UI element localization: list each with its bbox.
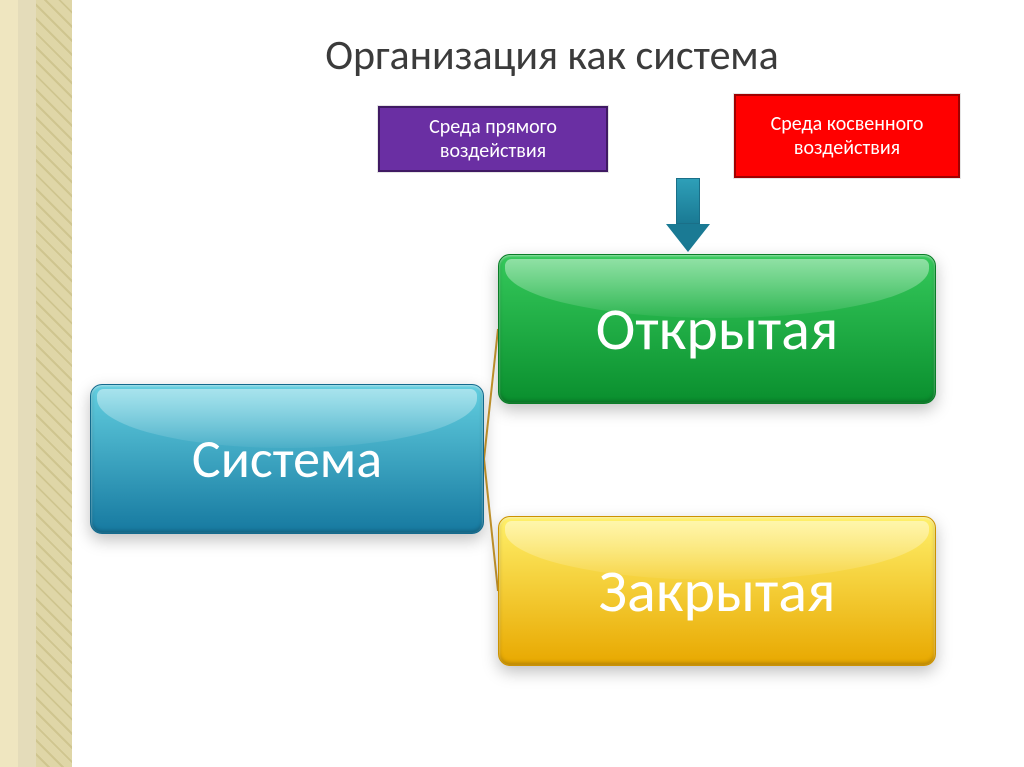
direct-env-label: Среда прямого воздействия bbox=[378, 106, 608, 172]
node-closed-label: Закрытая bbox=[599, 555, 836, 628]
node-system-label: Система bbox=[192, 426, 382, 492]
node-open: Открытая bbox=[498, 254, 936, 404]
arrow-down-icon bbox=[666, 178, 710, 252]
direct-env-text: Среда прямого воздействия bbox=[388, 115, 598, 163]
node-system: Система bbox=[90, 384, 484, 534]
arrow-shaft bbox=[676, 178, 700, 224]
stripe-3 bbox=[36, 0, 72, 767]
node-closed: Закрытая bbox=[498, 516, 936, 666]
page-title: Организация как система bbox=[120, 30, 984, 81]
stripe-2 bbox=[18, 0, 36, 767]
decorative-side-band bbox=[0, 0, 72, 767]
arrow-head bbox=[666, 224, 710, 252]
indirect-env-label: Среда косвенного воздействия bbox=[734, 94, 960, 178]
node-open-label: Открытая bbox=[596, 293, 839, 366]
stripe-1 bbox=[0, 0, 18, 767]
indirect-env-text: Среда косвенного воздействия bbox=[744, 112, 950, 160]
